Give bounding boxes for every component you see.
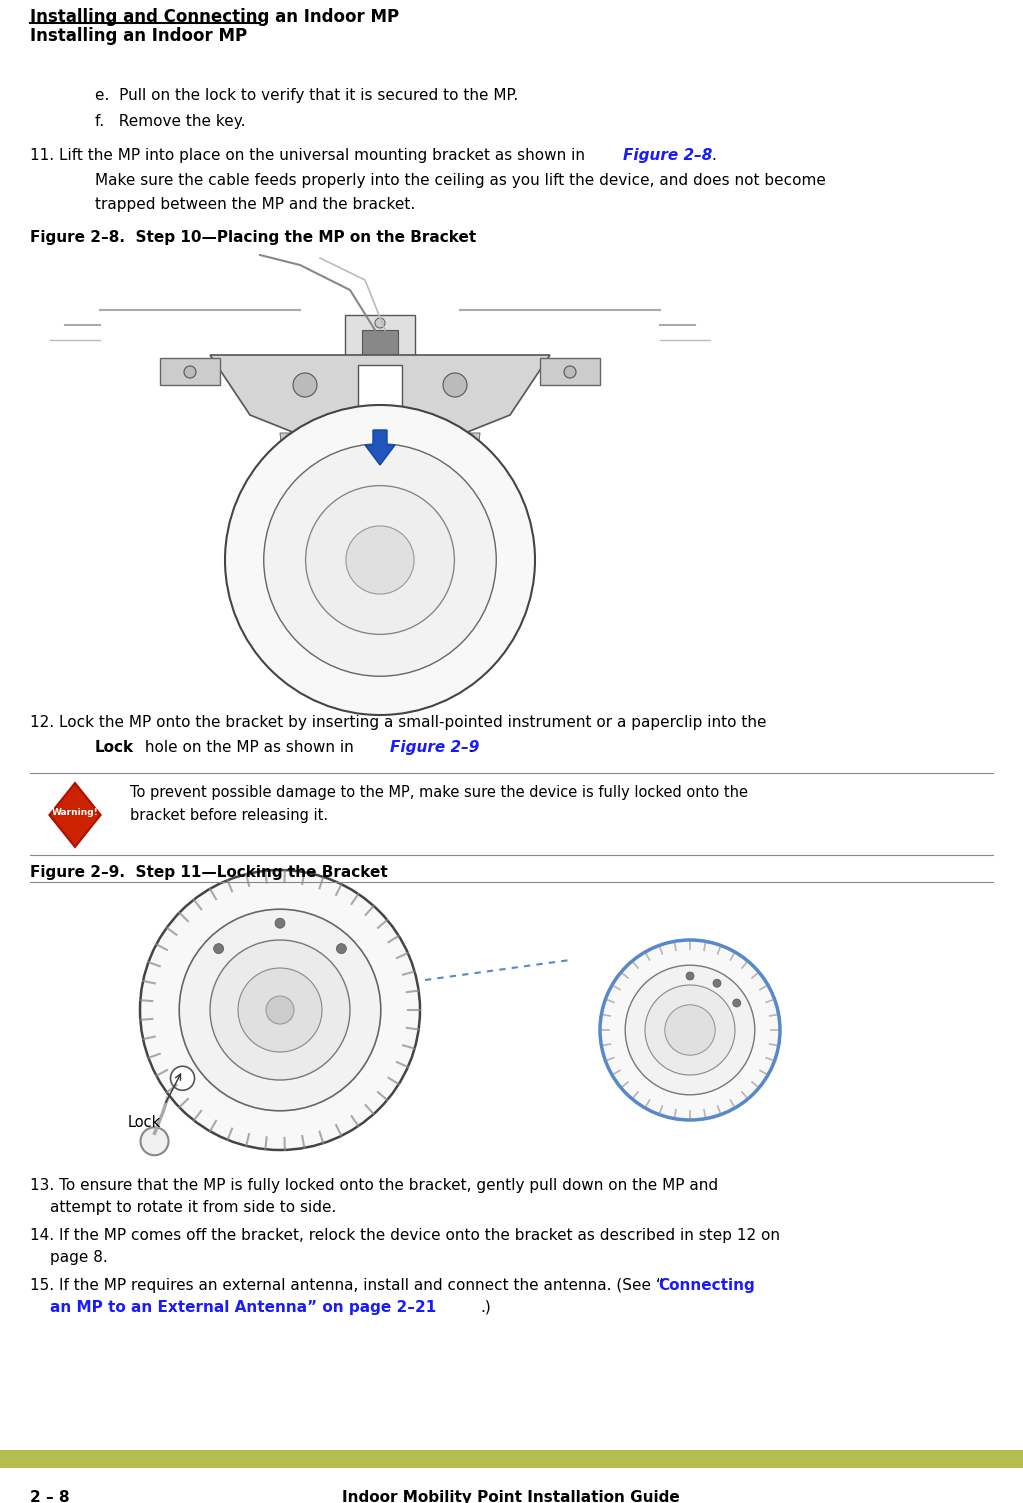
- Text: Connecting: Connecting: [658, 1278, 755, 1293]
- Text: Warning!: Warning!: [51, 809, 98, 818]
- Text: e.  Pull on the lock to verify that it is secured to the MP.: e. Pull on the lock to verify that it is…: [95, 89, 519, 104]
- Circle shape: [686, 972, 694, 980]
- Circle shape: [337, 944, 347, 953]
- Text: Lock: Lock: [128, 1115, 161, 1130]
- Circle shape: [238, 968, 322, 1052]
- Polygon shape: [390, 433, 410, 449]
- Polygon shape: [210, 355, 550, 434]
- Text: 12. Lock the MP onto the bracket by inserting a small-pointed instrument or a pa: 12. Lock the MP onto the bracket by inse…: [30, 715, 766, 730]
- Circle shape: [266, 996, 294, 1024]
- Text: Lock: Lock: [95, 739, 134, 755]
- Text: Figure 2–9.  Step 11—Locking the Bracket: Figure 2–9. Step 11—Locking the Bracket: [30, 866, 388, 879]
- Circle shape: [293, 373, 317, 397]
- Polygon shape: [280, 433, 300, 449]
- Polygon shape: [425, 433, 445, 449]
- Polygon shape: [362, 331, 398, 355]
- Text: .): .): [480, 1300, 491, 1315]
- Circle shape: [375, 319, 385, 328]
- Text: Figure 2–8: Figure 2–8: [623, 147, 712, 162]
- Circle shape: [264, 443, 496, 676]
- Circle shape: [625, 965, 755, 1094]
- Circle shape: [171, 1066, 194, 1090]
- Circle shape: [564, 367, 576, 377]
- Text: 14. If the MP comes off the bracket, relock the device onto the bracket as descr: 14. If the MP comes off the bracket, rel…: [30, 1228, 780, 1243]
- Circle shape: [346, 526, 414, 594]
- Text: 15. If the MP requires an external antenna, install and connect the antenna. (Se: 15. If the MP requires an external anten…: [30, 1278, 664, 1293]
- Text: Installing an Indoor MP: Installing an Indoor MP: [30, 27, 248, 45]
- Polygon shape: [358, 365, 402, 410]
- Circle shape: [214, 944, 224, 953]
- Polygon shape: [460, 433, 480, 449]
- Text: an MP to an External Antenna” on page 2–21: an MP to an External Antenna” on page 2–…: [50, 1300, 436, 1315]
- Bar: [0, 1450, 1023, 1468]
- Circle shape: [732, 999, 741, 1007]
- Text: hole on the MP as shown in: hole on the MP as shown in: [140, 739, 359, 755]
- Circle shape: [184, 367, 196, 377]
- Text: 13. To ensure that the MP is fully locked onto the bracket, gently pull down on : 13. To ensure that the MP is fully locke…: [30, 1178, 718, 1193]
- Circle shape: [210, 939, 350, 1081]
- Circle shape: [601, 939, 780, 1120]
- Polygon shape: [345, 316, 415, 355]
- Text: 11. Lift the MP into place on the universal mounting bracket as shown in: 11. Lift the MP into place on the univer…: [30, 147, 590, 162]
- Text: To prevent possible damage to the MP, make sure the device is fully locked onto : To prevent possible damage to the MP, ma…: [130, 785, 748, 800]
- Circle shape: [665, 1006, 715, 1055]
- Polygon shape: [540, 358, 601, 385]
- Circle shape: [443, 373, 468, 397]
- Text: attempt to rotate it from side to side.: attempt to rotate it from side to side.: [50, 1199, 337, 1214]
- Circle shape: [306, 485, 454, 634]
- Circle shape: [644, 984, 735, 1075]
- Text: page 8.: page 8.: [50, 1250, 107, 1266]
- FancyArrow shape: [365, 430, 395, 464]
- Text: bracket before releasing it.: bracket before releasing it.: [130, 809, 328, 824]
- Circle shape: [275, 918, 285, 929]
- Polygon shape: [350, 433, 370, 449]
- Text: f.   Remove the key.: f. Remove the key.: [95, 114, 246, 129]
- Text: Make sure the cable feeds properly into the ceiling as you lift the device, and : Make sure the cable feeds properly into …: [95, 173, 826, 188]
- Circle shape: [140, 870, 420, 1150]
- Text: Figure 2–9: Figure 2–9: [390, 739, 480, 755]
- Circle shape: [179, 909, 381, 1111]
- Polygon shape: [160, 358, 220, 385]
- Circle shape: [713, 980, 721, 987]
- Text: 2 – 8: 2 – 8: [30, 1489, 70, 1503]
- Circle shape: [225, 404, 535, 715]
- Text: trapped between the MP and the bracket.: trapped between the MP and the bracket.: [95, 197, 415, 212]
- Polygon shape: [49, 783, 100, 848]
- Text: Figure 2–8.  Step 10—Placing the MP on the Bracket: Figure 2–8. Step 10—Placing the MP on th…: [30, 230, 477, 245]
- Text: Indoor Mobility Point Installation Guide: Indoor Mobility Point Installation Guide: [342, 1489, 680, 1503]
- Polygon shape: [315, 433, 335, 449]
- Text: Installing and Connecting an Indoor MP: Installing and Connecting an Indoor MP: [30, 8, 399, 26]
- Circle shape: [140, 1127, 169, 1156]
- Text: .: .: [711, 147, 716, 162]
- Text: .: .: [468, 739, 473, 755]
